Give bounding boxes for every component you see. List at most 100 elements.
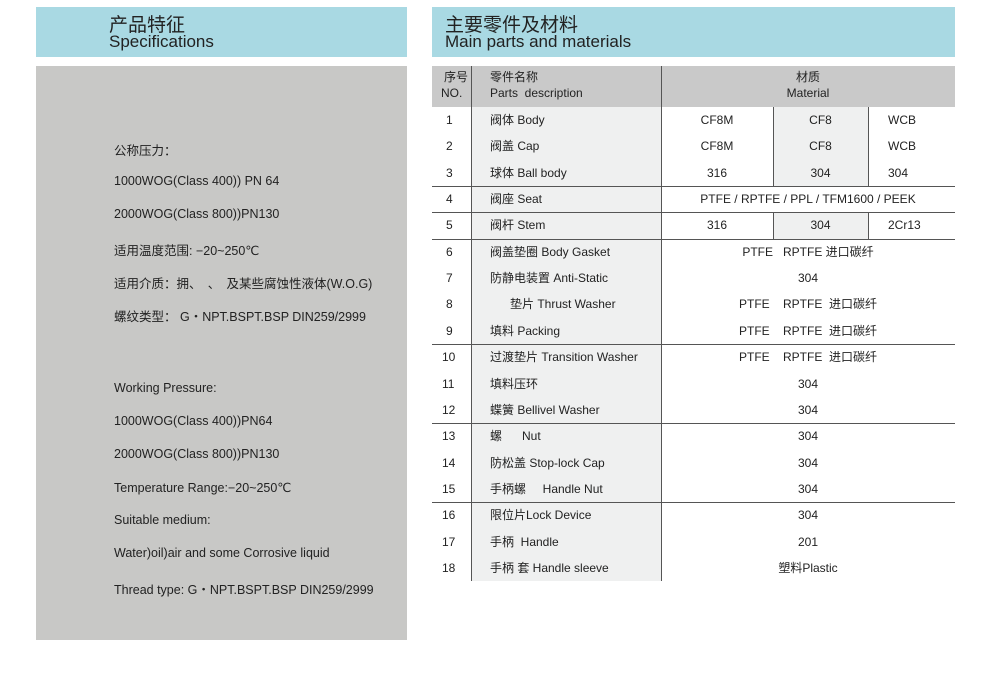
material-cell-bg xyxy=(773,159,868,187)
header-desc-en: Parts description xyxy=(490,86,583,100)
group-divider xyxy=(432,423,955,425)
materials-title-en: Main parts and materials xyxy=(445,32,632,51)
header-material-en: Material xyxy=(786,86,830,100)
part-description: 限位片Lock Device xyxy=(490,508,592,523)
spec-line: Water)oil)air and some Corrosive liquid xyxy=(114,546,330,560)
part-description: 填料 Packing xyxy=(490,323,561,338)
spec-line: 2000WOG(Class 800))PN130 xyxy=(114,207,280,221)
material-value: 304 xyxy=(810,218,831,233)
material-value: 304 xyxy=(797,508,819,523)
materials-banner: 主要零件及材料 Main parts and materials xyxy=(432,7,955,57)
material-value: 304 xyxy=(797,481,819,496)
material-value: 304 xyxy=(797,402,819,417)
group-divider xyxy=(432,238,955,240)
material-value: PTFE RPTFE 进口碳纤 xyxy=(738,350,877,365)
group-divider xyxy=(432,502,955,504)
material-value: 塑料Plastic xyxy=(778,560,838,575)
row-number: 12 xyxy=(442,402,456,417)
column-divider xyxy=(773,212,774,239)
spec-line: 适用温度范围: −20~250℃ xyxy=(114,244,260,258)
material-value: 304 xyxy=(797,455,819,470)
part-description: 手柄 Handle xyxy=(490,534,559,549)
material-cell-bg xyxy=(773,212,868,239)
material-value: PTFE RPTFE 进口碳纤 xyxy=(742,244,874,259)
material-value: CF8M xyxy=(700,113,734,127)
row-number: 2 xyxy=(446,139,453,154)
materials-title-zh: 主要零件及材料 xyxy=(445,15,579,36)
column-divider xyxy=(868,107,869,187)
spec-line: Working Pressure: xyxy=(114,381,217,395)
spec-line: 1000WOG(Class 400))PN64 xyxy=(114,414,273,428)
part-description: 球体 Ball body xyxy=(490,165,567,180)
row-number: 8 xyxy=(446,297,453,312)
spec-line: Thread type: G・NPT.BSPT.BSP DIN259/2999 xyxy=(114,583,374,597)
material-value: 304 xyxy=(797,376,819,391)
column-divider xyxy=(471,66,472,582)
specifications-title-zh: 产品特征 xyxy=(109,15,186,36)
spec-line: Temperature Range:−20~250℃ xyxy=(114,481,292,495)
row-number: 13 xyxy=(442,429,456,444)
spec-line: 适用介质：拥、 、 及某些腐蚀性液体(W.O.G) xyxy=(114,277,373,291)
row-number: 18 xyxy=(442,560,456,575)
header-no-en: NO. xyxy=(441,86,463,100)
material-value: WCB xyxy=(888,113,916,127)
part-description: 阀盖 Cap xyxy=(490,139,540,154)
part-description: 阀盖垫圈 Body Gasket xyxy=(490,244,611,259)
group-divider xyxy=(432,212,955,214)
row-number: 7 xyxy=(446,271,453,286)
part-description: 阀杆 Stem xyxy=(490,218,546,233)
material-value: 316 xyxy=(706,218,728,233)
specifications-banner: 产品特征 Specifications xyxy=(36,7,407,57)
material-value: 304 xyxy=(810,165,831,180)
row-number: 1 xyxy=(446,113,453,127)
column-divider xyxy=(773,107,774,187)
header-no-zh: 序号 xyxy=(444,70,469,84)
spec-line: 1000WOG(Class 400)) PN 64 xyxy=(114,174,280,188)
row-number: 3 xyxy=(446,165,453,180)
part-description: 阀体 Body xyxy=(490,113,545,127)
material-value: 304 xyxy=(888,165,909,180)
material-value: 304 xyxy=(797,429,819,444)
column-divider xyxy=(868,212,869,239)
specifications-panel: 公称压力： 1000WOG(Class 400)) PN 64 2000WOG(Cl… xyxy=(36,66,407,640)
material-value: CF8 xyxy=(809,113,832,127)
material-cell-bg xyxy=(773,133,868,160)
group-divider xyxy=(432,186,955,188)
group-divider xyxy=(432,344,955,346)
part-description: 过渡垫片 Transition Washer xyxy=(490,350,638,365)
specifications-title-en: Specifications xyxy=(109,32,214,51)
header-desc-zh: 零件名称 xyxy=(490,70,539,84)
row-number: 4 xyxy=(446,192,453,207)
part-description: 手柄 套 Handle sleeve xyxy=(490,560,609,575)
row-number: 17 xyxy=(442,534,456,549)
material-value: PTFE / RPTFE / PPL / TFM1600 / PEEK xyxy=(700,192,916,207)
row-number: 10 xyxy=(442,350,456,365)
header-material-zh: 材质 xyxy=(795,70,820,84)
material-value: 316 xyxy=(706,165,728,180)
material-value: PTFE RPTFE 进口碳纤 xyxy=(738,297,877,312)
spec-line: Suitable medium: xyxy=(114,513,211,527)
column-divider xyxy=(661,66,662,582)
material-value: WCB xyxy=(888,139,916,154)
material-value: PTFE RPTFE 进口碳纤 xyxy=(738,323,877,338)
part-description: 蝶簧 Bellivel Washer xyxy=(490,402,600,417)
row-number: 11 xyxy=(442,376,455,391)
part-description: 垫片 Thrust Washer xyxy=(490,297,616,312)
material-value: 2Cr13 xyxy=(888,218,921,233)
part-description: 手柄螺 Handle Nut xyxy=(490,481,603,496)
part-description: 螺 Nut xyxy=(490,429,541,444)
row-number: 6 xyxy=(446,244,453,259)
spec-line: 2000WOG(Class 800))PN130 xyxy=(114,447,280,461)
row-number: 5 xyxy=(446,218,453,233)
spec-line: 公称压力： xyxy=(114,144,177,158)
row-number: 14 xyxy=(442,455,456,470)
part-description: 填料压环 xyxy=(490,376,539,391)
part-description: 阀座 Seat xyxy=(490,192,543,207)
table-header: 序号 NO. 零件名称 Parts description 材质 Materia… xyxy=(432,66,955,107)
material-value: 201 xyxy=(797,534,819,549)
row-number: 16 xyxy=(442,508,456,523)
material-cell-bg xyxy=(773,107,868,134)
material-value: CF8 xyxy=(809,139,832,154)
spec-line: 螺纹类型： G・NPT.BSPT.BSP DIN259/2999 xyxy=(114,310,366,324)
material-value: 304 xyxy=(797,271,819,286)
